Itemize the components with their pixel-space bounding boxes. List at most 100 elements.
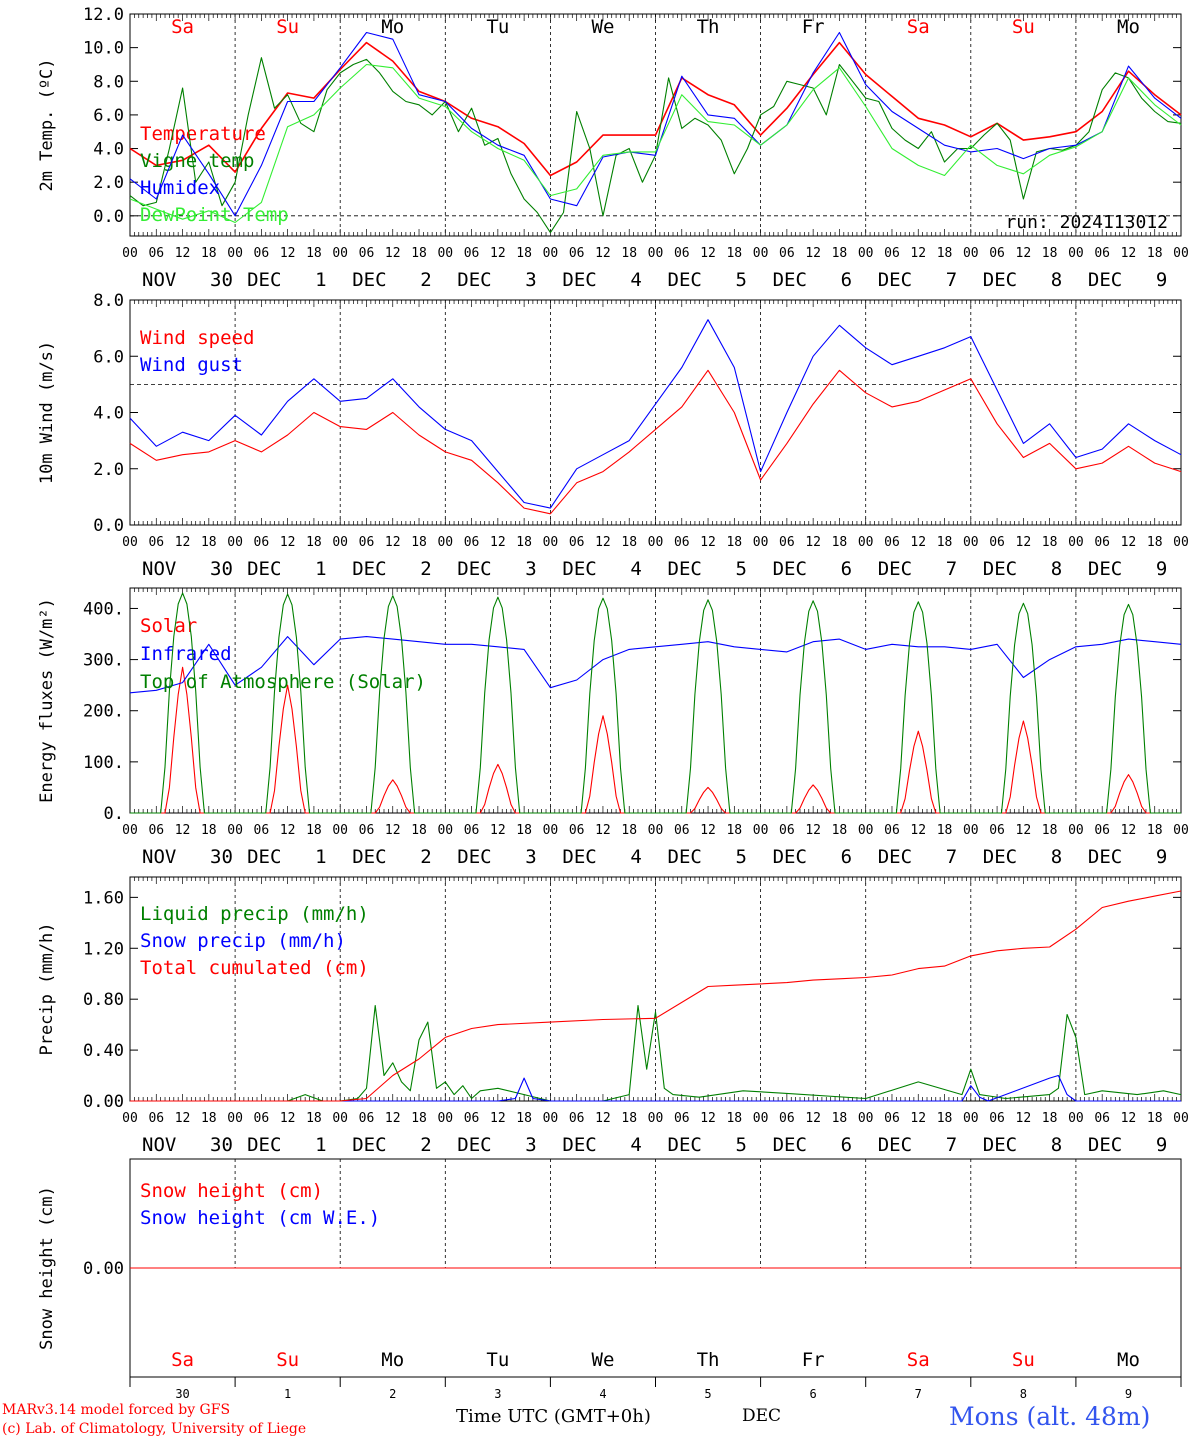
date-month-label: DEC (878, 558, 912, 580)
date-day-label: 2 (420, 269, 431, 291)
day-name: Mo (1117, 16, 1140, 38)
hour-label: 18 (201, 246, 217, 261)
hour-label: 00 (122, 246, 138, 261)
hour-label: 18 (1147, 823, 1163, 838)
legend-entry: Vigne temp (140, 150, 254, 172)
hour-label: 06 (779, 246, 795, 261)
date-day-label: 2 (420, 558, 431, 580)
hour-label: 00 (858, 823, 874, 838)
bottom-day-number: 4 (599, 1387, 606, 1401)
hour-label: 06 (148, 1111, 164, 1126)
hour-label: 00 (543, 246, 559, 261)
hour-label: 12 (385, 246, 401, 261)
hour-label: 00 (648, 1111, 664, 1126)
bottom-day-number: 1 (284, 1387, 291, 1401)
date-month-label: DEC (668, 269, 702, 291)
date-month-label: DEC (878, 1134, 912, 1156)
y-tick-label: 0.0 (93, 516, 124, 536)
hour-label: 00 (543, 535, 559, 550)
hour-label: 12 (1121, 246, 1137, 261)
date-month-label: NOV (142, 269, 176, 291)
y-tick-label: 6.0 (93, 106, 124, 126)
date-month-label: DEC (878, 269, 912, 291)
hour-label: 12 (595, 1111, 611, 1126)
y-tick-label: 0.80 (83, 990, 124, 1010)
series-line-total-cumulated-cm- (130, 890, 1182, 1102)
hour-label: 12 (490, 246, 506, 261)
date-month-label: DEC (352, 269, 386, 291)
date-day-label: 5 (736, 558, 747, 580)
hour-label: 00 (122, 823, 138, 838)
hour-label: 00 (227, 823, 243, 838)
bottom-day-name: Sa (907, 1349, 930, 1371)
date-day-label: 4 (630, 558, 641, 580)
hour-label: 12 (280, 823, 296, 838)
hour-label: 06 (884, 246, 900, 261)
y-tick-label: 0.40 (83, 1041, 124, 1061)
hour-label: 06 (989, 1111, 1005, 1126)
hour-label: 18 (411, 535, 427, 550)
date-month-label: DEC (247, 846, 281, 868)
hour-label: 12 (805, 535, 821, 550)
y-tick-label: 10.0 (83, 39, 124, 59)
hour-label: 00 (753, 823, 769, 838)
legend-entry: DewPoint Temp (140, 204, 289, 226)
hour-label: 12 (1121, 823, 1137, 838)
hour-label: 06 (359, 1111, 375, 1126)
hour-label: 12 (280, 246, 296, 261)
hour-label: 18 (1042, 823, 1058, 838)
hour-label: 00 (437, 246, 453, 261)
date-day-label: 1 (315, 1134, 326, 1156)
panel-5: 0.00 Snow height (cm) Snow height (cm) Snow… (37, 1158, 1182, 1401)
hour-label: 06 (254, 246, 270, 261)
hour-label: 06 (989, 246, 1005, 261)
series-line-temperature (129, 41, 1182, 177)
hour-label: 18 (516, 246, 532, 261)
hour-label: 12 (385, 535, 401, 550)
hour-label: 18 (516, 823, 532, 838)
y-tick-label: 8.0 (93, 72, 124, 92)
legend-entry: Solar (140, 615, 197, 637)
hour-label: 00 (648, 535, 664, 550)
hour-label: 12 (910, 823, 926, 838)
date-day-label: 2 (420, 846, 431, 868)
date-day-label: 8 (1051, 558, 1062, 580)
date-month-label: DEC (668, 846, 702, 868)
date-day-label: 1 (315, 846, 326, 868)
hour-label: 18 (937, 1111, 953, 1126)
panel-3: 0. 100. 200. 300. 400. Energy fluxes (W/m²) 00… (37, 587, 1189, 868)
date-month-label: DEC (668, 558, 702, 580)
hour-label: 18 (201, 1111, 217, 1126)
date-day-label: 1 (315, 558, 326, 580)
hour-label: 12 (385, 1111, 401, 1126)
series-line-wind-speed (129, 369, 1182, 515)
hour-label: 18 (1147, 535, 1163, 550)
date-month-label: DEC (1088, 269, 1122, 291)
hour-label: 00 (648, 246, 664, 261)
hour-label: 18 (832, 246, 848, 261)
date-day-label: 4 (630, 269, 641, 291)
hour-label: 12 (490, 535, 506, 550)
legend-entry: Top of Atmosphere (Solar) (140, 671, 426, 693)
series-line-top-of-atmosphere-solar- (130, 592, 1181, 814)
hour-label: 06 (674, 535, 690, 550)
hour-label: 18 (201, 823, 217, 838)
hour-label: 06 (148, 535, 164, 550)
hour-label: 00 (332, 246, 348, 261)
hour-label: 18 (832, 823, 848, 838)
hour-label: 18 (621, 246, 637, 261)
hour-label: 06 (359, 535, 375, 550)
hour-label: 06 (779, 1111, 795, 1126)
hour-label: 06 (989, 535, 1005, 550)
date-day-label: 30 (210, 1134, 233, 1156)
y-tick-label: 1.60 (83, 888, 124, 908)
date-month-label: DEC (773, 558, 807, 580)
hour-label: 12 (1016, 823, 1032, 838)
series-line-snow-precip-mm-h- (130, 1074, 1181, 1102)
bottom-day-number: 5 (704, 1387, 711, 1401)
y-axis-title: 10m Wind (m/s) (37, 341, 57, 484)
hour-label: 06 (779, 823, 795, 838)
date-month-label: DEC (457, 846, 491, 868)
hour-label: 00 (963, 246, 979, 261)
